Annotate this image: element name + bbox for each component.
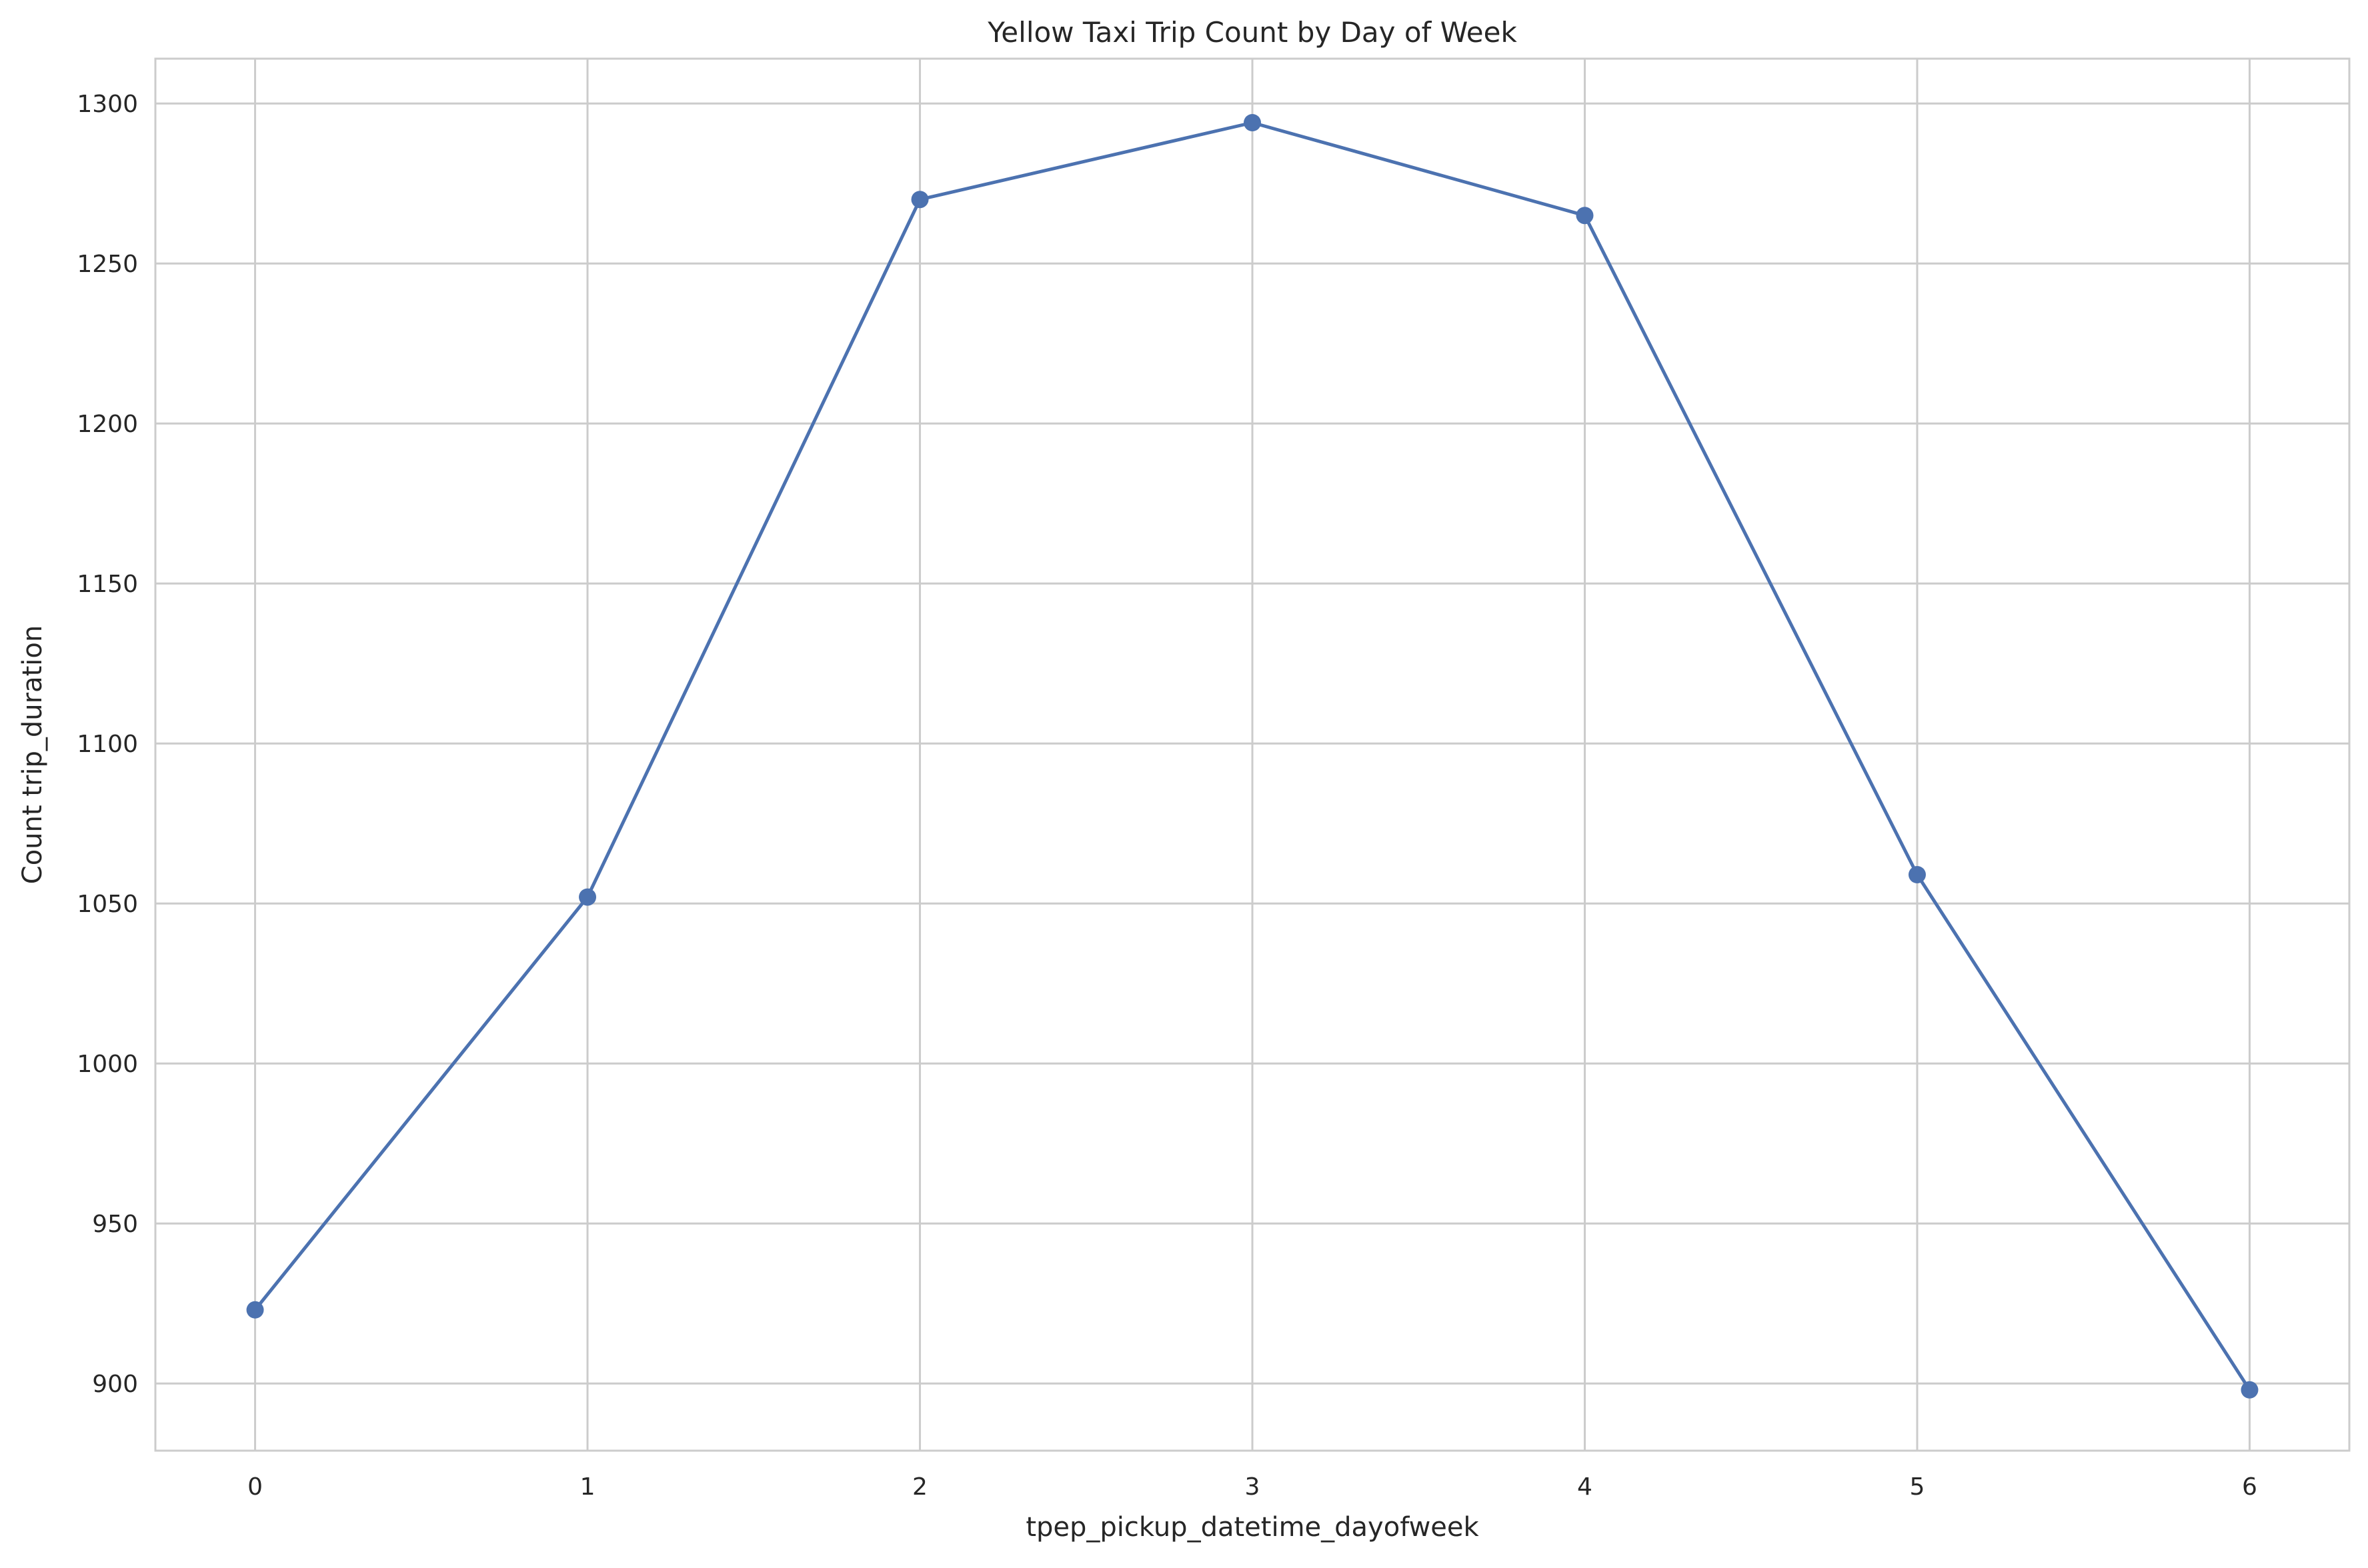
data-point [1576,207,1594,225]
x-axis-label: tpep_pickup_datetime_dayofweek [1026,1512,1479,1543]
data-point [246,1301,264,1319]
y-tick-label: 1250 [77,251,138,278]
y-tick-label: 1200 [77,411,138,438]
x-tick-label: 3 [1245,1473,1260,1501]
x-tick-label: 6 [2242,1473,2257,1501]
data-point [911,191,929,209]
x-tick-label: 5 [1910,1473,1925,1501]
y-tick-label: 1100 [77,731,138,758]
plot-frame [154,57,2351,1452]
y-axis-ticks: 900 950 1000 1050 1100 1150 1200 1250 1300 [77,91,138,1398]
y-tick-label: 1150 [77,571,138,598]
y-tick-label: 1000 [77,1051,138,1078]
data-point [579,888,597,906]
x-tick-label: 2 [912,1473,928,1501]
data-point [1244,114,1261,131]
data-point [1908,866,1926,883]
x-axis-ticks: 0 1 2 3 4 5 6 [247,1473,2257,1501]
y-tick-label: 900 [92,1371,138,1398]
y-tick-label: 1050 [77,891,138,918]
x-tick-label: 0 [247,1473,263,1501]
x-tick-label: 1 [580,1473,596,1501]
grid [155,59,2349,1451]
data-point [2241,1381,2259,1399]
y-axis-label: Count trip_duration [17,625,48,884]
series [246,114,2259,1399]
chart-title: Yellow Taxi Trip Count by Day of Week [987,16,1517,49]
x-tick-label: 4 [1577,1473,1592,1501]
y-tick-label: 950 [92,1211,138,1238]
y-tick-label: 1300 [77,91,138,118]
